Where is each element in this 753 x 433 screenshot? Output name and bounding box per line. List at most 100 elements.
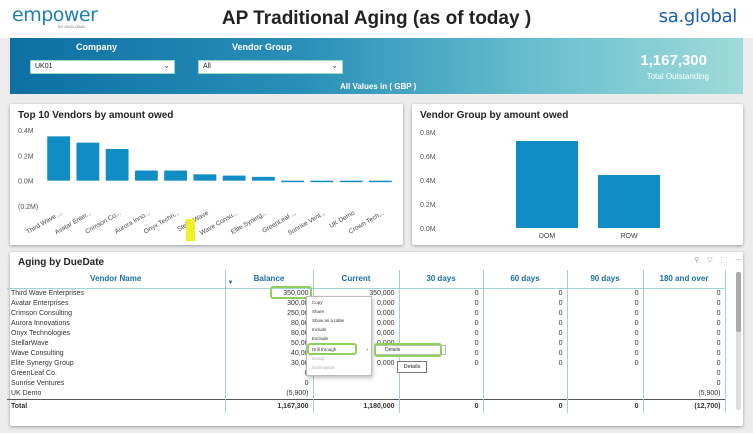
visual-header-icons[interactable]: ⚲ ▽ ⬚ ⋯ — [694, 257, 745, 264]
table-row[interactable]: Third Wave Enterprises 350,000 350,000 0 0 0 0 — [7, 288, 726, 299]
value-cell[interactable]: 350,000 — [225, 288, 314, 299]
col-60-days[interactable]: 60 days — [483, 270, 568, 289]
value-cell[interactable]: 0 — [643, 358, 726, 369]
bar[interactable] — [164, 170, 188, 181]
value-cell[interactable] — [567, 388, 644, 399]
value-cell[interactable]: 80,00 — [225, 328, 314, 339]
value-cell[interactable]: 0 — [399, 288, 484, 299]
vendor-group-chart[interactable]: 0.8M 0.6M 0.4M 0.2M 0.0M DOM ROW — [412, 104, 743, 245]
col-30-days[interactable]: 30 days — [399, 270, 484, 289]
vendor-name-cell[interactable]: Elite Synergy Group — [7, 358, 226, 369]
vendor-name-cell[interactable]: StellarWave — [7, 338, 226, 349]
value-cell[interactable]: 0 — [643, 288, 726, 299]
vendor-name-cell[interactable]: Third Wave Enterprises — [7, 288, 226, 299]
value-cell[interactable]: 30,00 — [225, 358, 314, 369]
top-vendors-chart[interactable]: 0.4M0.2M0.0M(0.2M)Third Wave ...Avatar E… — [10, 104, 403, 245]
vendor-name-cell[interactable]: UK Demo — [7, 388, 226, 399]
value-cell[interactable]: 80,00 — [225, 318, 314, 329]
bar[interactable] — [251, 176, 275, 181]
value-cell[interactable]: 300,00 — [225, 298, 314, 309]
value-cell[interactable]: 0 — [483, 328, 568, 339]
vendor-name-cell[interactable]: Aurora Innovations — [7, 318, 226, 329]
value-cell[interactable]: 0 — [483, 318, 568, 329]
value-cell[interactable] — [483, 388, 568, 399]
col-180-over[interactable]: 180 and over — [643, 270, 726, 289]
value-cell[interactable]: (5,900) — [225, 388, 314, 399]
col-vendor-name[interactable]: Vendor Name — [7, 270, 226, 289]
value-cell[interactable] — [399, 368, 484, 379]
menu-item-include[interactable]: Include — [312, 327, 327, 332]
value-cell[interactable]: 0 — [483, 338, 568, 349]
value-cell[interactable] — [567, 368, 644, 379]
value-cell[interactable]: 0 — [567, 308, 644, 319]
value-cell[interactable]: 0 — [399, 308, 484, 319]
vendor-name-cell[interactable]: Wave Consulting — [7, 348, 226, 359]
col-90-days[interactable]: 90 days — [567, 270, 644, 289]
value-cell[interactable]: 0 — [483, 308, 568, 319]
bar[interactable] — [222, 175, 246, 181]
bar[interactable] — [105, 149, 129, 181]
bar[interactable] — [193, 174, 217, 181]
value-cell[interactable]: 0 — [643, 368, 726, 379]
vendor-group-select[interactable]: All ⌄ — [198, 60, 343, 74]
bar[interactable] — [516, 141, 578, 228]
value-cell[interactable]: 40,00 — [225, 348, 314, 359]
vendor-name-cell[interactable]: GreenLeaf Co. — [7, 368, 226, 379]
value-cell[interactable] — [483, 378, 568, 389]
scrollbar-thumb[interactable] — [736, 272, 741, 332]
value-cell[interactable] — [313, 388, 400, 399]
value-cell[interactable]: 0 — [225, 368, 314, 379]
value-cell[interactable]: 0 — [483, 348, 568, 359]
value-cell[interactable]: 0 — [567, 358, 644, 369]
value-cell[interactable]: 50,00 — [225, 338, 314, 349]
bar[interactable] — [339, 180, 363, 183]
value-cell[interactable]: 0 — [643, 308, 726, 319]
bar[interactable] — [134, 170, 158, 181]
menu-item-exclude[interactable]: Exclude — [312, 336, 329, 341]
value-cell[interactable]: 0 — [567, 288, 644, 299]
value-cell[interactable]: 0 — [225, 378, 314, 389]
menu-item-drill-through[interactable]: Drill through › — [310, 346, 370, 354]
menu-item-share[interactable]: Share — [312, 309, 325, 314]
value-cell[interactable]: 0 — [643, 348, 726, 359]
value-cell[interactable]: 0 — [567, 348, 644, 359]
value-cell[interactable]: 0 — [567, 298, 644, 309]
value-cell[interactable]: 350,000 — [313, 288, 400, 299]
value-cell[interactable]: 0 — [399, 358, 484, 369]
table-scrollbar[interactable] — [736, 272, 741, 410]
vendor-name-cell[interactable]: Onyx Technologies — [7, 328, 226, 339]
value-cell[interactable]: 0 — [399, 318, 484, 329]
value-cell[interactable]: 0 — [567, 328, 644, 339]
value-cell[interactable]: 0 — [643, 378, 726, 389]
col-current[interactable]: Current — [313, 270, 400, 289]
value-cell[interactable]: 0 — [567, 338, 644, 349]
value-cell[interactable]: 0 — [399, 328, 484, 339]
company-select[interactable]: UK01 ⌄ — [30, 60, 175, 74]
value-cell[interactable]: 0 — [643, 328, 726, 339]
value-cell[interactable]: 0 — [399, 298, 484, 309]
value-cell[interactable]: 0 — [643, 318, 726, 329]
value-cell[interactable] — [313, 378, 400, 389]
value-cell[interactable] — [567, 378, 644, 389]
value-cell[interactable]: 0 — [643, 298, 726, 309]
value-cell[interactable] — [399, 378, 484, 389]
bar[interactable] — [47, 136, 71, 181]
bar[interactable] — [598, 174, 660, 228]
bar[interactable] — [281, 180, 305, 183]
bar[interactable] — [310, 180, 334, 183]
value-cell[interactable] — [483, 368, 568, 379]
col-balance[interactable]: Balance ▼ — [225, 270, 314, 289]
value-cell[interactable]: 250,00 — [225, 308, 314, 319]
value-cell[interactable]: 0 — [483, 298, 568, 309]
value-cell[interactable]: (5,900) — [643, 388, 726, 399]
value-cell[interactable]: 0 — [483, 288, 568, 299]
sort-down-icon[interactable]: ▼ — [227, 279, 234, 286]
table-row[interactable]: Sunrise Ventures 0 0 — [7, 378, 726, 389]
vendor-name-cell[interactable]: Sunrise Ventures — [7, 378, 226, 389]
menu-item-show-as-table[interactable]: Show as a table — [312, 318, 345, 323]
bar[interactable] — [368, 180, 392, 183]
value-cell[interactable] — [399, 388, 484, 399]
value-cell[interactable]: 0 — [483, 358, 568, 369]
vendor-name-cell[interactable]: Crimson Consulting — [7, 308, 226, 319]
bar[interactable] — [76, 142, 100, 181]
